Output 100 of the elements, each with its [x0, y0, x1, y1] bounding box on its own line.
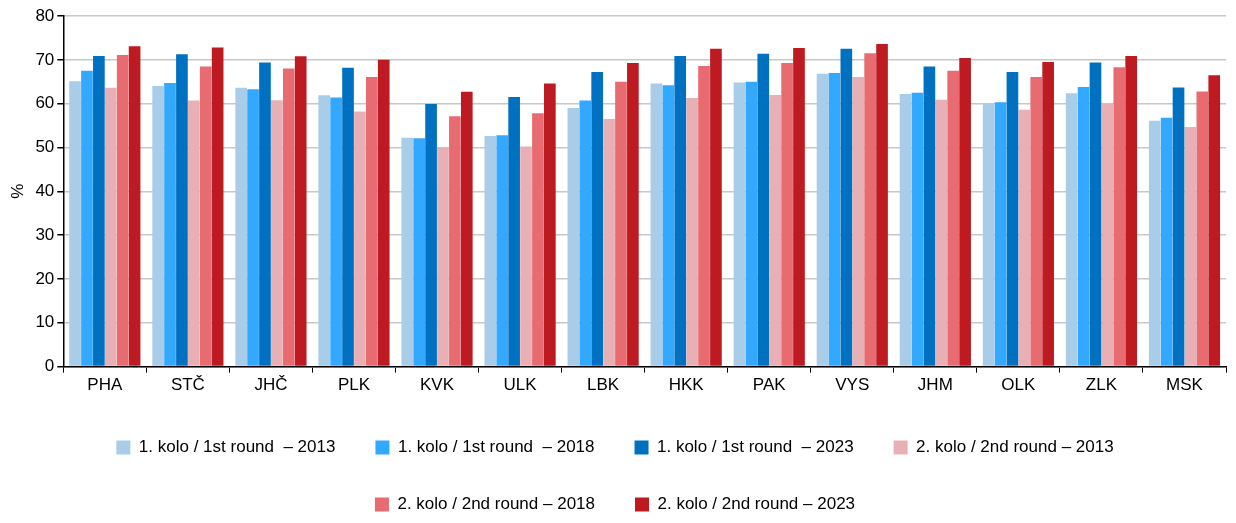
- bar: [733, 82, 746, 366]
- bar: [935, 99, 948, 366]
- bar: [864, 53, 876, 366]
- bar: [1208, 75, 1221, 366]
- bar: [662, 85, 675, 366]
- bar: [318, 95, 331, 366]
- bar: [710, 48, 722, 366]
- bar: [603, 118, 615, 366]
- bar: [1006, 72, 1019, 366]
- bar: [911, 92, 924, 366]
- bar: [164, 83, 176, 366]
- bar: [745, 81, 758, 366]
- bar: [982, 103, 995, 366]
- bar: [508, 97, 520, 366]
- legend-label: 2. kolo / 2nd round – 2013: [916, 437, 1114, 457]
- bar: [615, 81, 627, 366]
- bar: [1125, 55, 1138, 366]
- bar: [425, 104, 437, 366]
- bar: [650, 83, 663, 366]
- x-tick-label: MSK: [1166, 375, 1204, 395]
- bar: [1196, 91, 1209, 366]
- bar: [247, 89, 259, 366]
- bar: [1042, 62, 1054, 366]
- bar: [81, 70, 93, 366]
- bar: [899, 94, 912, 366]
- x-tick-label: PAK: [752, 375, 787, 395]
- bar: [437, 147, 449, 366]
- bar: [686, 97, 698, 366]
- bar: [342, 67, 354, 366]
- x-tick-label: JHM: [917, 375, 953, 395]
- bar: [1030, 76, 1043, 366]
- bar: [271, 100, 283, 366]
- bar: [947, 70, 960, 366]
- bar: [1184, 126, 1197, 366]
- legend-label: 1. kolo / 1st round – 2013: [138, 437, 336, 457]
- x-tick-label: JHČ: [254, 375, 288, 395]
- x-tick-label: ULK: [503, 375, 538, 395]
- legend-label: 1. kolo / 1st round – 2023: [657, 437, 854, 457]
- y-tick-label: 60: [35, 93, 55, 113]
- bar: [674, 55, 687, 366]
- bar: [1089, 62, 1102, 366]
- bar: [377, 59, 390, 366]
- x-tick-label: PLK: [337, 375, 371, 395]
- bar: [579, 100, 592, 366]
- bar: [959, 58, 971, 366]
- x-tick-label: LBK: [587, 375, 620, 395]
- bar: [1160, 117, 1173, 366]
- y-tick-label: 20: [35, 268, 55, 288]
- bar: [532, 113, 544, 366]
- bar: [484, 136, 497, 366]
- bar: [1113, 67, 1126, 366]
- bar: [449, 116, 461, 366]
- bar: [282, 68, 295, 366]
- bar: [176, 54, 188, 366]
- bar: [413, 138, 426, 366]
- bar: [211, 47, 224, 366]
- bar: [1018, 109, 1031, 366]
- bar: [698, 65, 710, 366]
- bar: [199, 66, 212, 366]
- y-axis-title: %: [7, 183, 27, 199]
- bar: [93, 55, 105, 366]
- bar: [627, 62, 639, 366]
- y-tick-label: 80: [35, 5, 55, 25]
- bar: [354, 111, 366, 366]
- bar: [591, 72, 604, 366]
- y-tick-label: 0: [44, 356, 55, 376]
- bar: [235, 87, 248, 366]
- bar: [994, 102, 1007, 366]
- bar: [366, 76, 378, 366]
- bar: [330, 97, 342, 366]
- bar: [128, 46, 141, 366]
- x-tick-label: PHA: [87, 375, 123, 395]
- bar: [816, 73, 829, 366]
- x-tick-label: VYS: [835, 375, 870, 395]
- bar: [567, 108, 580, 366]
- bar: [1172, 87, 1185, 366]
- x-tick-label: OLK: [1001, 375, 1037, 395]
- bar: [69, 81, 81, 366]
- y-tick-label: 10: [35, 312, 55, 332]
- bar: [104, 87, 117, 366]
- bar: [757, 53, 770, 366]
- bar: [769, 94, 782, 366]
- bar: [781, 62, 793, 366]
- legend-label: 1. kolo / 1st round – 2018: [397, 437, 595, 457]
- bar: [923, 66, 936, 366]
- bar: [496, 135, 509, 366]
- x-tick-label: HKK: [668, 375, 705, 395]
- x-tick-label: KVK: [420, 375, 455, 395]
- bar: [544, 83, 556, 366]
- bar: [259, 62, 271, 366]
- y-tick-label: 50: [35, 137, 55, 157]
- y-tick-label: 30: [35, 224, 55, 244]
- bar: [828, 72, 841, 366]
- y-tick-label: 40: [35, 180, 55, 200]
- bar: [852, 76, 865, 366]
- bar: [1065, 93, 1078, 366]
- bar: [840, 48, 853, 366]
- x-tick-label: ZLK: [1085, 375, 1118, 395]
- x-tick-label: STČ: [170, 375, 205, 395]
- bar: [460, 91, 473, 366]
